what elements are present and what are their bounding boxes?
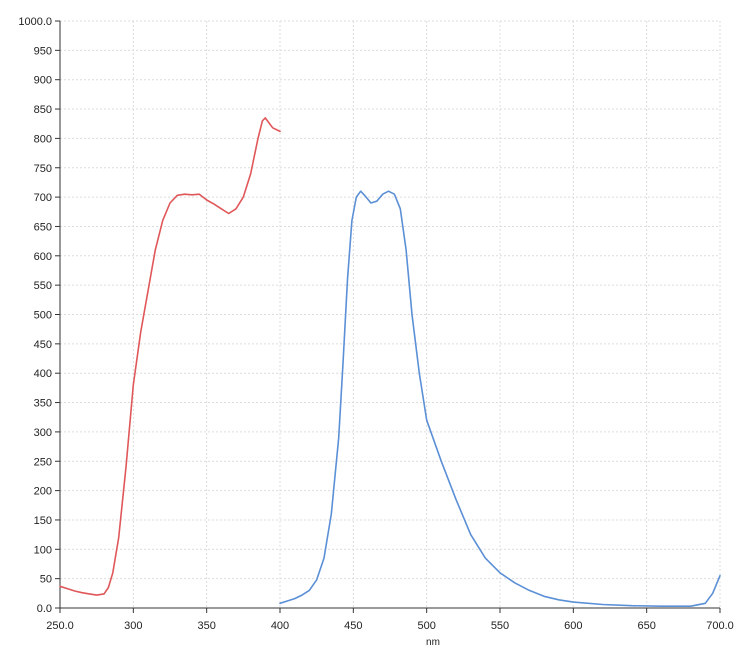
- x-tick-label: 650: [637, 620, 655, 632]
- y-tick-label: 650: [34, 221, 52, 233]
- y-tick-label: 1000.0: [18, 16, 52, 28]
- y-tick-label: 950: [34, 45, 52, 57]
- y-tick-label: 600: [34, 251, 52, 263]
- labels-layer: 0.0 50 100 150 200 250 300 350 400 450 500 550 600 65…: [18, 16, 733, 632]
- y-tick-label: 550: [34, 280, 52, 292]
- x-tick-label: 600: [564, 620, 582, 632]
- y-tick-label: 400: [34, 368, 52, 380]
- x-tick-label: 400: [271, 620, 289, 632]
- axes-layer: [55, 20, 721, 613]
- y-tick-label: 800: [34, 133, 52, 145]
- y-tick-label: 300: [34, 427, 52, 439]
- series-line-1: [59, 117, 281, 596]
- x-axis-title: nm: [426, 637, 440, 648]
- series-line-2: [279, 190, 721, 607]
- y-tick-label: 0.0: [37, 603, 52, 615]
- y-tick-label: 450: [34, 339, 52, 351]
- y-tick-label: 750: [34, 163, 52, 175]
- y-tick-label: 100: [34, 544, 52, 556]
- x-tick-label: 500: [417, 620, 435, 632]
- x-tick-label: 700.0: [706, 620, 734, 632]
- y-tick-label: 50: [40, 574, 52, 586]
- x-tick-label: 450: [344, 620, 362, 632]
- x-tick-label: 250.0: [46, 620, 74, 632]
- x-tick-label: 300: [124, 620, 142, 632]
- y-tick-label: 250: [34, 456, 52, 468]
- y-tick-label: 500: [34, 310, 52, 322]
- y-tick-label: 900: [34, 75, 52, 87]
- y-tick-label: 850: [34, 104, 52, 116]
- y-tick-label: 150: [34, 515, 52, 527]
- x-tick-label: 350: [197, 620, 215, 632]
- y-tick-label: 350: [34, 398, 52, 410]
- x-tick-label: 550: [491, 620, 509, 632]
- y-tick-label: 200: [34, 486, 52, 498]
- series-layer: [59, 117, 721, 607]
- y-tick-label: 700: [34, 192, 52, 204]
- grid-layer: [60, 20, 721, 608]
